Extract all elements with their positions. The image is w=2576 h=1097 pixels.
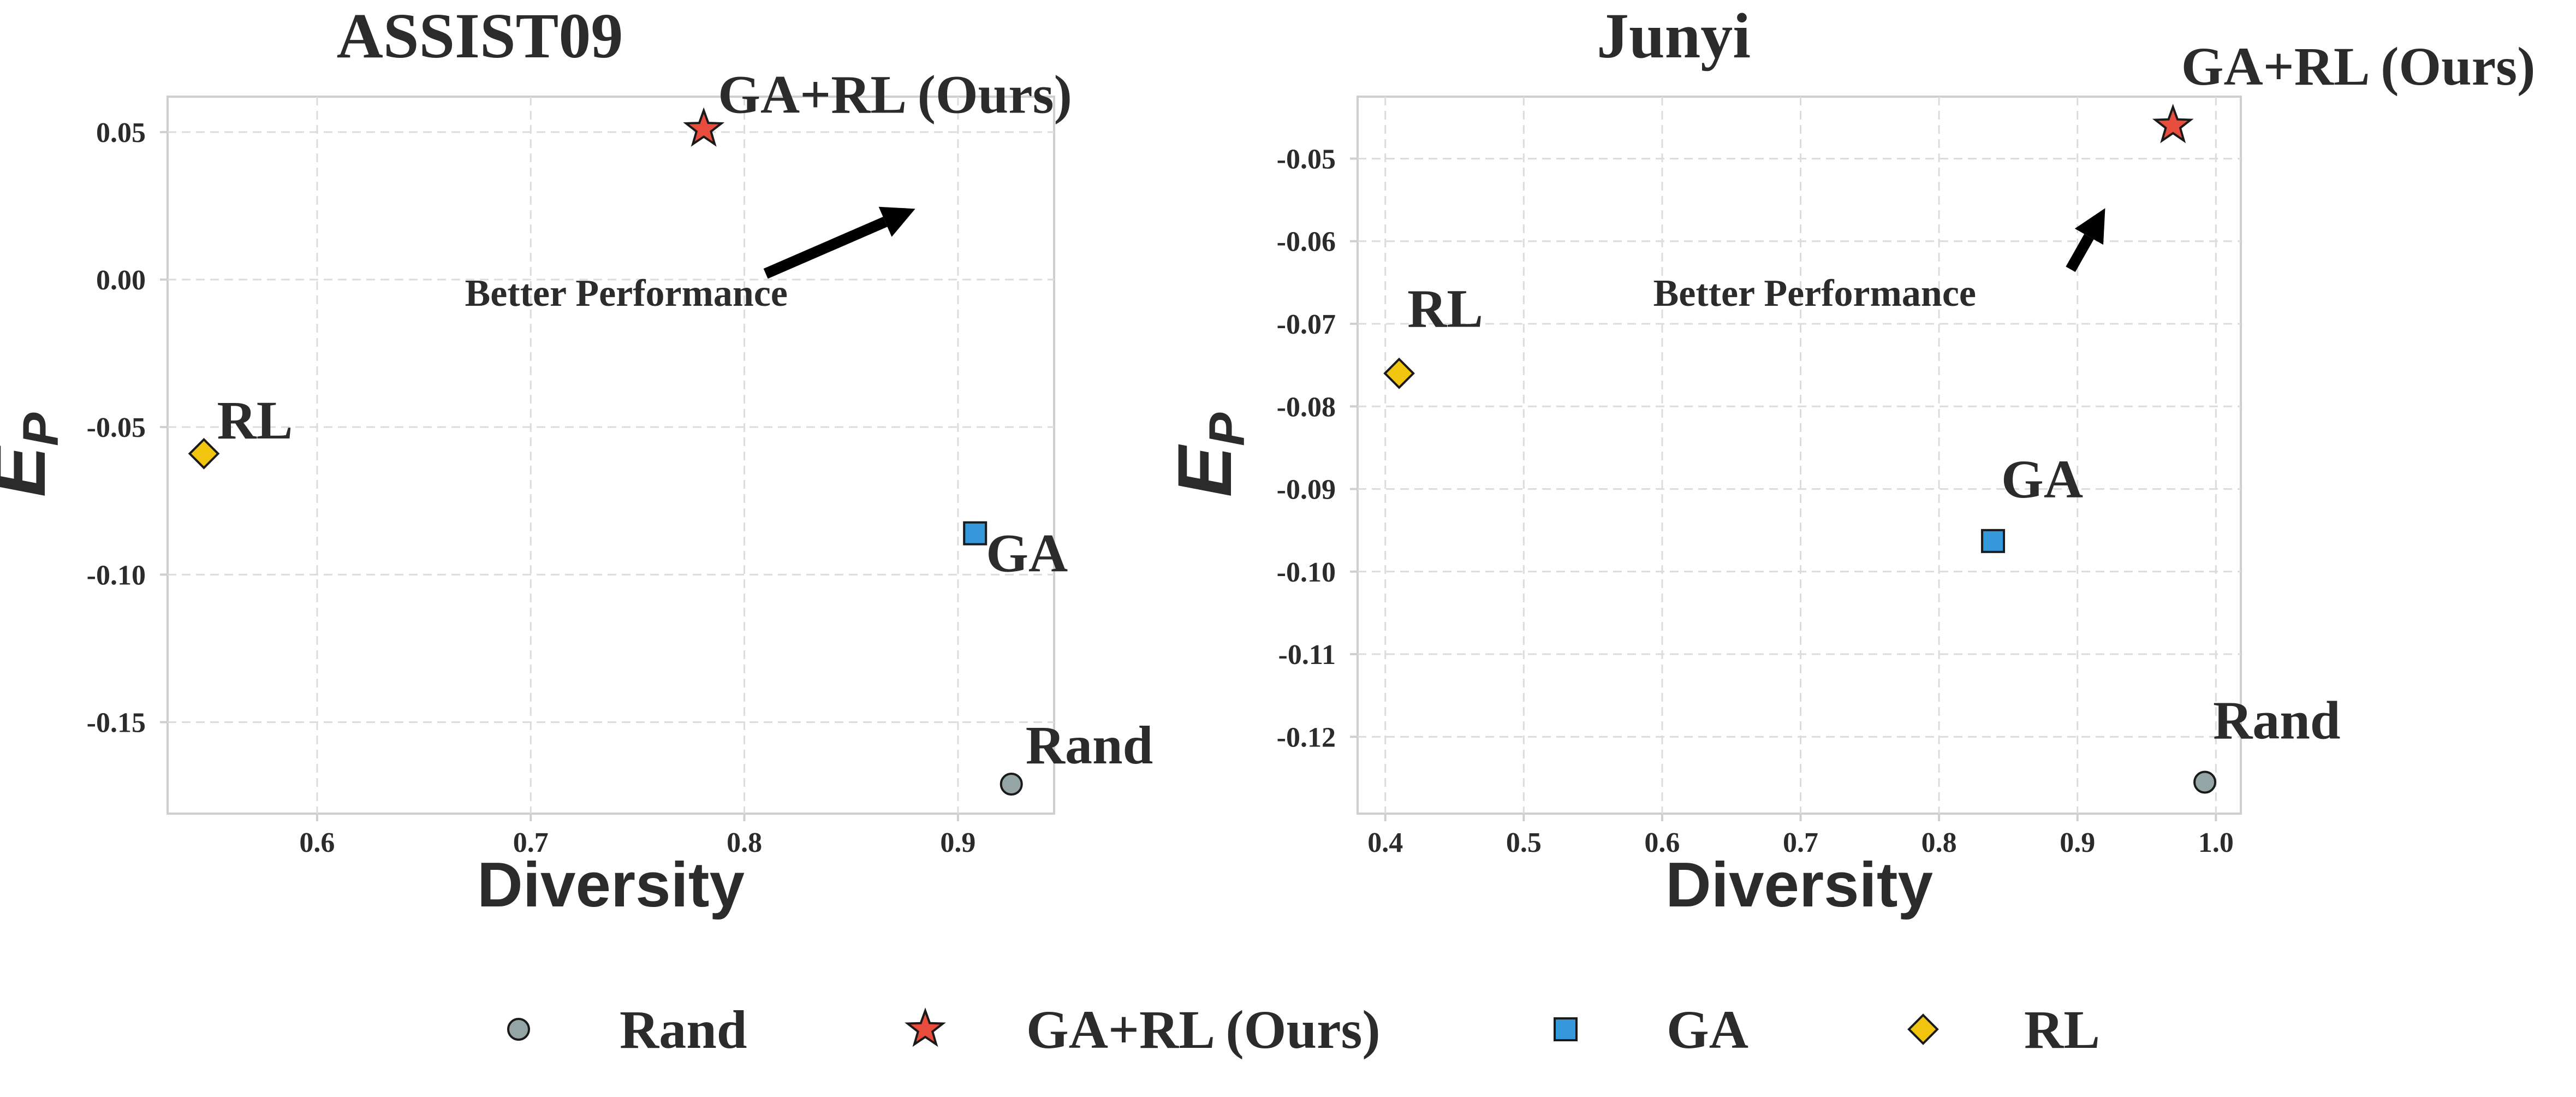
x-tick-label: 0.7 [1783,827,1818,858]
y-tick-label: -0.07 [1277,309,1336,340]
x-tick-label: 0.4 [1367,827,1403,858]
legend-label-rand: Rand [620,999,747,1060]
y-axis-label: EP [0,412,69,497]
legend-marker-ga [1554,1017,1578,1041]
plot-area [1357,96,2242,815]
chart-panel-assist09: 0.6 0.7 0.8 0.9 0.05 0.00 -0.05 -0.10 -0.15 ASSIS… [0,0,1153,920]
y-tick-label: -0.12 [1277,722,1336,753]
y-axis-label-main: E [0,444,61,497]
x-axis-label: Diversity [1665,849,1933,920]
grid [1358,97,2241,814]
y-tick-label: -0.08 [1277,392,1336,423]
y-tick-label: 0.00 [96,265,146,296]
chart-title: ASSIST09 [337,0,623,72]
point-label-rl: RL [217,390,293,450]
x-axis-label: Diversity [477,849,745,920]
point-ga-rl-ours [683,107,725,147]
y-tick-label: 0.05 [96,117,146,149]
point-label-ga-rl-ours: GA+RL (Ours) [718,64,1072,124]
chart-panel-junyi: 0.4 0.5 0.6 0.7 0.8 0.9 1.0 -0.05 -0.06 -0.07 -0.0… [1162,0,2535,920]
legend-item-rl: RL [1907,999,2100,1060]
point-label-rand: Rand [2213,690,2340,751]
point-label-ga: GA [986,523,1068,584]
point-label-ga: GA [2001,449,2083,509]
legend-label-rl: RL [2024,999,2100,1060]
x-tick-label: 0.6 [1644,827,1680,858]
annotation-text: Better Performance [465,272,788,315]
y-tick-label: -0.10 [87,560,146,591]
annotation-arrow-head [2074,208,2105,245]
x-tick-label: 0.7 [513,827,549,858]
x-tick-label: 0.8 [1921,827,1957,858]
annotation-arrow-shaft [2066,234,2094,272]
x-tick-label: 1.0 [2198,827,2234,858]
y-axis-label-subscript: P [1199,412,1255,446]
point-label-rl: RL [1407,278,1483,339]
annotation-text: Better Performance [1653,272,1976,315]
point-ga [1981,529,2006,553]
point-rl [188,437,220,470]
annotation-arrow-head [878,206,915,237]
point-rand [1000,772,1023,796]
x-tick-label: 0.9 [940,827,975,858]
x-tick-label: 0.9 [2060,827,2095,858]
legend-marker-ga-rl-ours [905,1007,946,1047]
x-tick-label: 0.5 [1506,827,1542,858]
y-tick-label: -0.11 [1278,639,1336,671]
y-tick-label: -0.06 [1277,227,1336,258]
legend-label-ga: GA [1667,999,1748,1060]
point-label-ga-rl-ours: GA+RL (Ours) [2181,36,2536,97]
annotation-arrow-shaft [763,217,888,279]
y-tick-label: -0.05 [87,412,146,443]
plot-area [166,96,1055,815]
point-ga [963,521,987,545]
legend-item-rand: Rand [507,999,747,1060]
y-axis-label: EP [1162,412,1255,497]
legend-marker-rl [1907,1013,1939,1045]
y-tick-label: -0.10 [1277,557,1336,588]
point-rand [2193,770,2217,794]
legend-item-ga: GA [1554,999,1748,1060]
y-axis-label-main: E [1162,444,1247,497]
y-tick-label: -0.05 [1277,144,1336,175]
y-tick-label: -0.15 [87,707,146,738]
point-label-rand: Rand [1026,715,1153,775]
point-rl [1383,357,1415,389]
grid [168,97,1054,814]
legend-item-ga-rl-ours: GA+RL (Ours) [905,999,1381,1060]
x-tick-label: 0.8 [727,827,762,858]
legend-marker-rand [507,1018,530,1041]
legend-label-ga-rl-ours: GA+RL (Ours) [1026,999,1381,1060]
legend: Rand GA+RL (Ours) GA RL [507,999,2100,1060]
y-axis-label-subscript: P [13,412,69,446]
x-tick-label: 0.6 [299,827,335,858]
point-ga-rl-ours [2152,104,2194,144]
chart-title: Junyi [1597,0,1751,72]
y-tick-label: -0.09 [1277,475,1336,506]
